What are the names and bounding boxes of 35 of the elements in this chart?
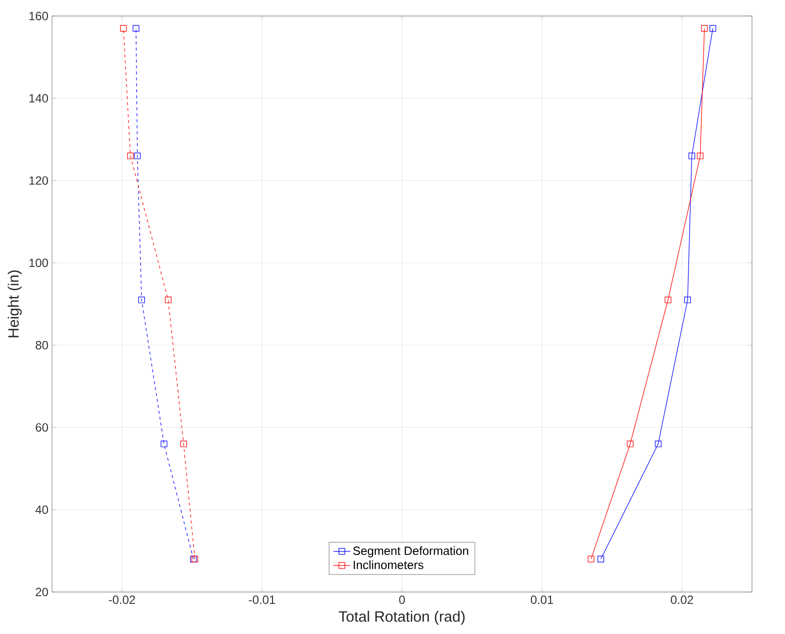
y-tick-label: 80 [36,340,48,350]
point [696,152,704,160]
point [701,25,708,32]
y-tick-label: 60 [36,423,48,432]
point [664,296,672,304]
y-tick-label: 140 [29,94,48,103]
x-tick-label: 0.02 [670,596,694,604]
point [588,556,594,562]
point [626,440,634,448]
legend-label: Segment Deformation [353,546,468,558]
y-tick-label: 20 [36,588,48,596]
x-tick-label: -0.02 [108,596,136,604]
x-axis-title: Total Rotation (rad) [338,610,465,625]
y-axis-title: Height (in) [8,270,22,338]
point [598,556,604,562]
x-tick-label: -0.01 [248,596,276,604]
y-tick-label: 100 [29,258,48,268]
point [654,440,662,448]
point [127,152,134,160]
point [684,296,691,304]
point [164,296,172,304]
legend-label: Inclinometers [354,560,424,570]
point [688,152,696,160]
point [120,25,127,32]
y-tick-label: 160 [29,12,48,20]
point [132,25,140,32]
x-tick-label: 0 [399,596,405,604]
y-tick-label: 120 [29,176,48,185]
point [160,440,168,448]
x-tick-label: 0.01 [530,596,554,604]
point [138,296,145,304]
point [180,440,187,448]
point [710,25,716,32]
y-tick-label: 40 [35,505,48,514]
point [134,152,141,160]
